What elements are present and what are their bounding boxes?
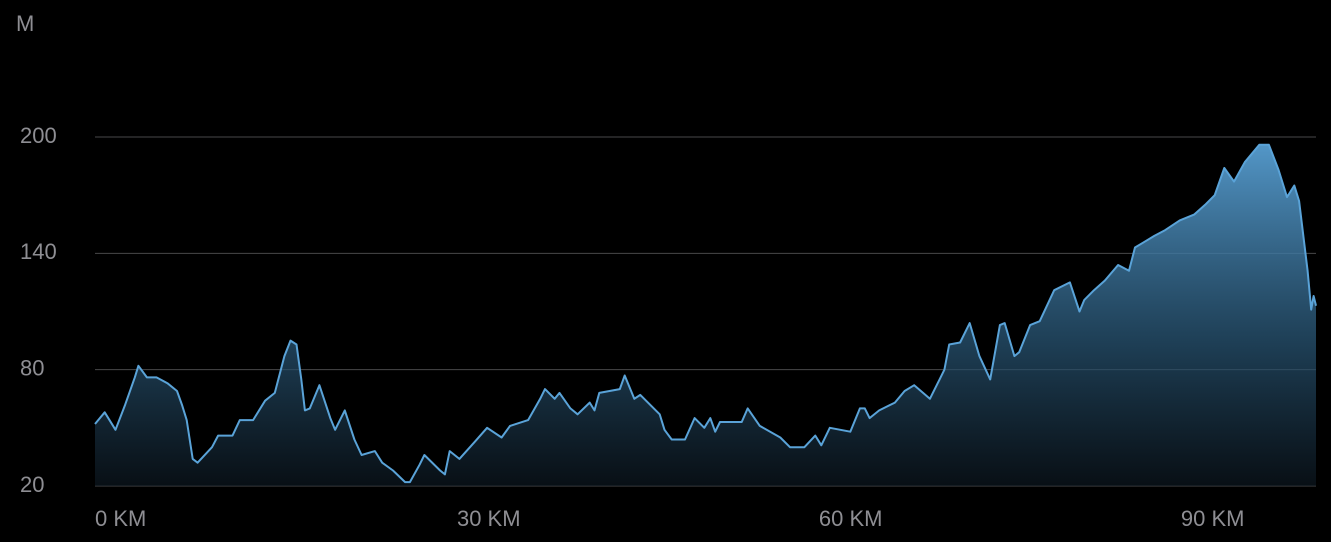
x-tick-label: 60 KM: [819, 506, 883, 531]
y-axis-label: M: [16, 11, 34, 36]
area-line: [94, 143, 1317, 484]
y-tick-label: 20: [20, 472, 44, 497]
y-tick-label: 140: [20, 239, 57, 264]
area-fill: [95, 144, 1316, 487]
x-tick-label: 90 KM: [1181, 506, 1245, 531]
x-tick-label: 0 KM: [95, 506, 146, 531]
y-tick-label: 80: [20, 355, 44, 380]
x-tick-label: 30 KM: [457, 506, 521, 531]
y-tick-label: 200: [20, 123, 57, 148]
